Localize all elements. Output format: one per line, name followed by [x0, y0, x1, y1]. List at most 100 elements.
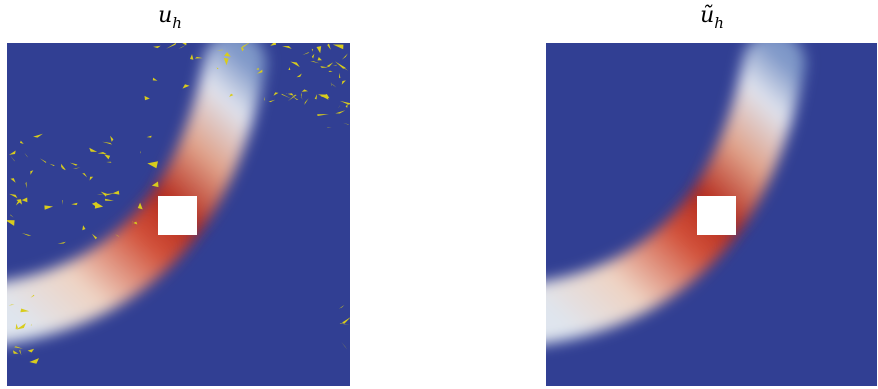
speck: [71, 202, 78, 206]
subscript: h: [714, 14, 724, 32]
panel-label: uh: [158, 3, 182, 32]
speck: [151, 181, 159, 188]
speck: [132, 220, 134, 227]
speck: [25, 181, 27, 189]
speck: [223, 57, 229, 66]
speck: [302, 52, 310, 56]
speck: [182, 43, 187, 46]
speck: [287, 94, 297, 102]
speck: [82, 225, 86, 231]
speck: [82, 173, 88, 178]
speck: [166, 43, 177, 49]
speck: [338, 104, 341, 109]
speck: [62, 200, 63, 205]
solution-band: [7, 43, 266, 344]
speck: [10, 178, 16, 183]
speck: [10, 214, 14, 218]
speck: [89, 176, 94, 181]
speck: [342, 317, 350, 324]
speck: [105, 193, 115, 196]
speck: [44, 205, 54, 210]
speck: [300, 92, 302, 99]
speck: [16, 199, 22, 205]
speck: [137, 202, 143, 210]
speck: [133, 221, 138, 225]
speck: [341, 80, 346, 85]
speck: [7, 220, 15, 226]
speck: [332, 44, 344, 50]
speck: [216, 67, 219, 70]
speck: [301, 89, 308, 92]
speck: [286, 93, 287, 94]
speck: [327, 43, 331, 50]
speck: [16, 323, 26, 330]
speck: [57, 241, 66, 244]
speck: [20, 308, 30, 313]
speck: [15, 201, 20, 206]
speck: [1, 359, 6, 365]
speck: [27, 348, 35, 353]
speck: [242, 43, 250, 49]
speck: [317, 114, 329, 116]
speck: [339, 304, 345, 309]
speck: [153, 45, 161, 49]
speck: [288, 67, 291, 70]
speck: [89, 147, 98, 152]
speck: [33, 133, 43, 138]
speck: [311, 48, 313, 52]
speck: [69, 162, 78, 166]
speck: [14, 346, 23, 349]
speck: [240, 46, 245, 52]
speck: [9, 193, 18, 199]
solution-band: [546, 43, 805, 344]
speck: [224, 52, 231, 57]
speck: [300, 97, 304, 100]
speck: [273, 92, 279, 96]
speck: [9, 154, 15, 162]
speck: [140, 150, 141, 154]
speck: [19, 349, 22, 356]
obstacle: [697, 196, 736, 235]
speck: [335, 110, 346, 114]
speck: [268, 99, 276, 103]
speck: [21, 233, 32, 236]
speck: [339, 100, 350, 105]
speck: [164, 41, 166, 43]
speck: [290, 61, 300, 68]
speck: [29, 358, 39, 364]
speck: [9, 150, 16, 155]
speck: [21, 197, 28, 203]
speck: [343, 122, 350, 125]
speck: [256, 67, 259, 71]
speck: [49, 163, 55, 166]
speck: [335, 61, 346, 69]
speck: [216, 49, 224, 51]
panel-label: ũh: [700, 3, 724, 32]
speck: [270, 43, 277, 46]
speck: [100, 191, 108, 197]
speck: [339, 72, 341, 79]
symbol: u: [158, 3, 172, 28]
speck: [30, 294, 35, 298]
speck: [256, 69, 263, 74]
speck: [304, 98, 309, 105]
speck: [20, 140, 24, 144]
speck: [332, 64, 338, 66]
panel: [1, 41, 350, 386]
speck: [146, 135, 152, 138]
speck: [296, 73, 302, 78]
speck: [106, 161, 112, 163]
speck: [316, 46, 322, 54]
speck: [39, 158, 47, 163]
speck: [339, 323, 350, 326]
speck: [282, 46, 292, 49]
speck: [314, 94, 318, 100]
speck: [104, 198, 114, 201]
speck: [287, 93, 294, 96]
speck: [317, 57, 322, 61]
speck: [326, 62, 334, 67]
speck: [112, 190, 120, 195]
speck: [12, 350, 19, 354]
